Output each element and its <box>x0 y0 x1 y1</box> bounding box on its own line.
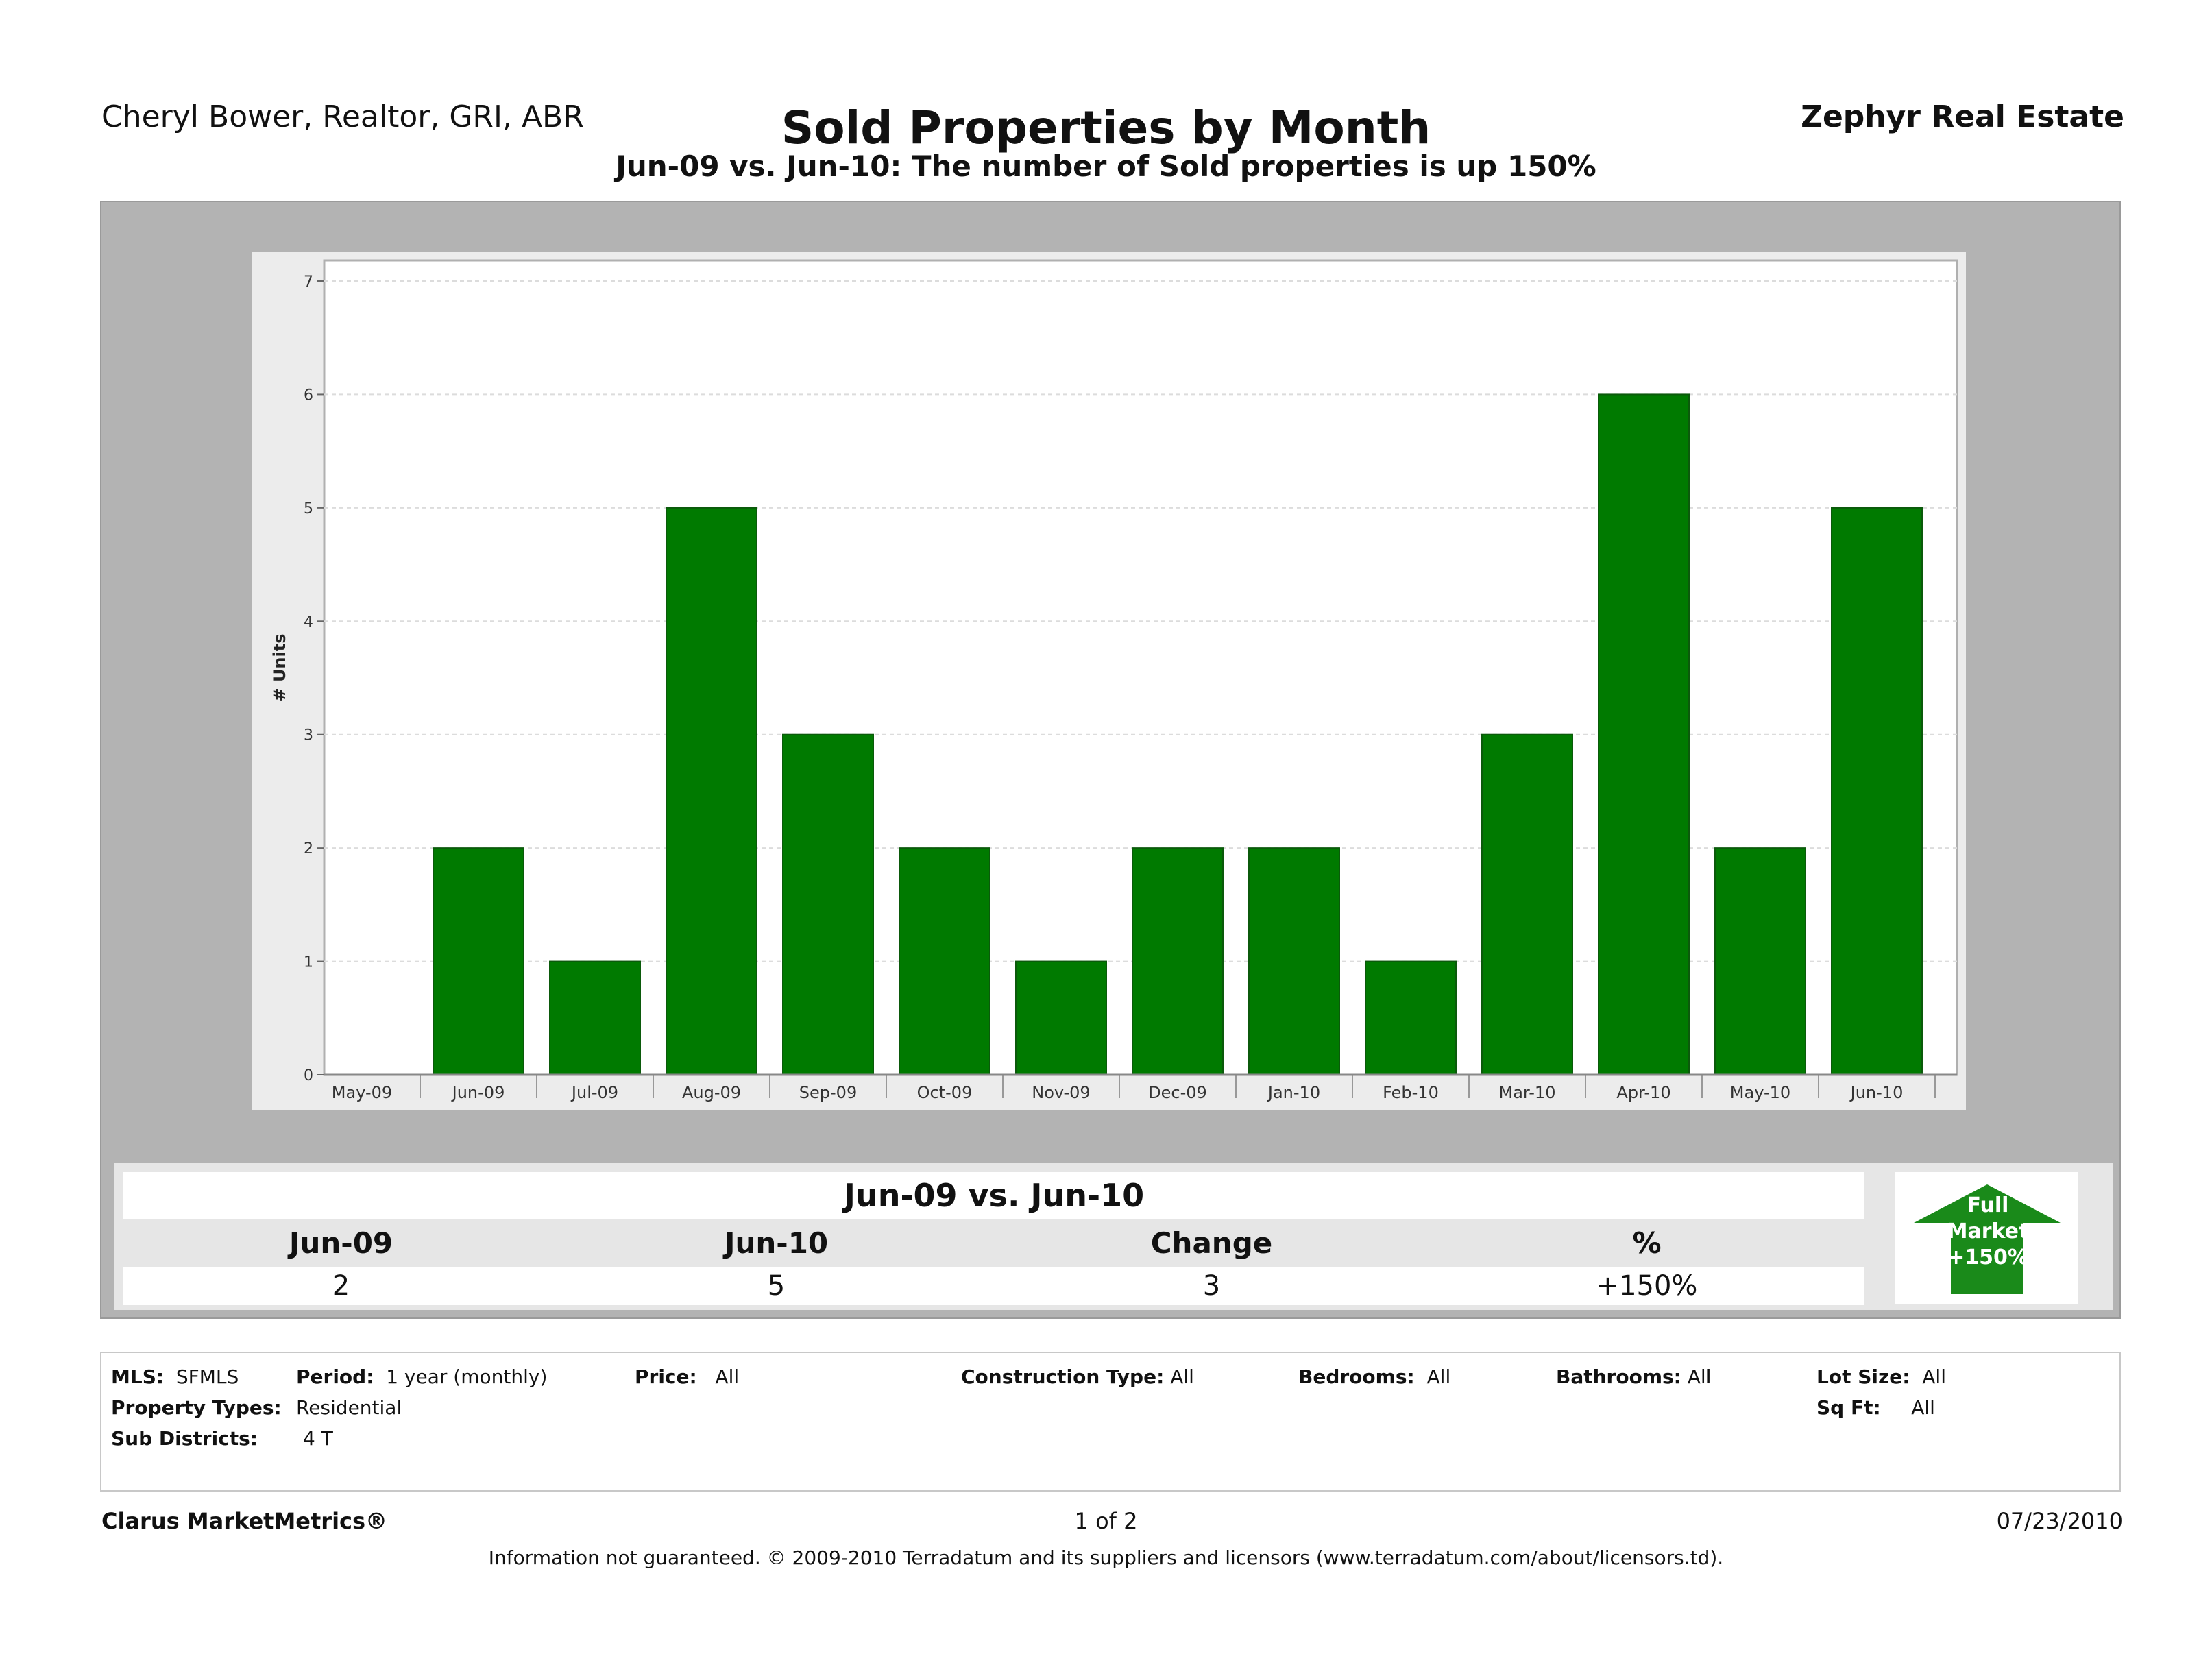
summary-value-jun10: 5 <box>767 1270 786 1302</box>
sold-properties-bar-chart: 0 1 2 3 4 5 6 7 # Units May-09 Jun-09 Jul-09 Aug-09 S… <box>270 259 1958 1102</box>
filter-period: Period: 1 year (monthly) <box>296 1365 548 1388</box>
filter-mls: MLS: SFMLS <box>111 1365 239 1388</box>
badge-line-3: +150% <box>1947 1245 2028 1269</box>
summary-header-change: Change <box>1150 1226 1273 1260</box>
summary-header-percent: % <box>1632 1226 1662 1260</box>
x-tick-label: Oct-09 <box>917 1083 973 1102</box>
filter-construction: Construction Type: All <box>961 1365 1194 1388</box>
y-tick-label: 3 <box>304 727 313 744</box>
badge-text: Full Market +150% <box>1940 1193 2036 1271</box>
filter-property-types: Property Types: <box>111 1396 282 1419</box>
x-tick-label: Jan-10 <box>1267 1083 1320 1102</box>
filter-bedrooms: Bedrooms: All <box>1298 1365 1451 1388</box>
chart-panel: 0 1 2 3 4 5 6 7 # Units May-09 Jun-09 Jul-09 Aug-09 S… <box>252 252 1966 1110</box>
bar-sep-09 <box>782 733 874 1075</box>
filter-lotsize: Lot Size: All <box>1816 1365 1946 1388</box>
summary-headers: Jun-09 Jun-10 Change % <box>123 1221 1864 1264</box>
bar-feb-10 <box>1365 960 1457 1075</box>
badge-line-2: Market <box>1947 1219 2029 1243</box>
filter-bathrooms: Bathrooms: All <box>1556 1365 1712 1388</box>
bar-jun-10 <box>1831 507 1923 1076</box>
y-tick-label: 5 <box>304 500 313 518</box>
agent-name: Cheryl Bower, Realtor, GRI, ABR <box>101 99 584 134</box>
summary-value-change: 3 <box>1202 1270 1221 1302</box>
brokerage-name: Zephyr Real Estate <box>1801 99 2124 134</box>
y-tick-label: 1 <box>304 954 313 971</box>
x-tick-label: Mar-10 <box>1499 1083 1556 1102</box>
x-tick-label: Dec-09 <box>1148 1083 1207 1102</box>
y-tick-label: 0 <box>304 1067 313 1084</box>
summary-values: 2 5 3 +150% <box>123 1267 1864 1305</box>
bar-mar-10 <box>1481 733 1573 1075</box>
up-arrow-icon <box>1914 1184 2061 1294</box>
bar-jul-09 <box>549 960 641 1075</box>
full-market-badge: Full Market +150% <box>1895 1172 2078 1304</box>
bar-apr-10 <box>1598 393 1690 1075</box>
x-tick-label: May-10 <box>1730 1083 1790 1102</box>
filter-price: Price: All <box>635 1365 740 1388</box>
x-tick-label: Jul-09 <box>570 1083 618 1102</box>
report-title: Sold Properties by Month <box>781 101 1431 154</box>
report-subtitle: Jun-09 vs. Jun-10: The number of Sold pr… <box>616 149 1596 183</box>
bar-jan-10 <box>1248 847 1340 1076</box>
filter-sub-districts-value: 4 T <box>303 1427 333 1450</box>
x-tick-label: Nov-09 <box>1032 1083 1090 1102</box>
x-tick-label: Feb-10 <box>1383 1083 1439 1102</box>
filter-sub-districts: Sub Districts: <box>111 1427 258 1450</box>
y-axis-label: # Units <box>270 633 289 701</box>
y-tick-label: 4 <box>304 613 313 631</box>
summary-header-jun10: Jun-10 <box>724 1226 829 1260</box>
footer-disclaimer: Information not guaranteed. © 2009-2010 … <box>488 1546 1724 1569</box>
x-tick-label: May-09 <box>332 1083 392 1102</box>
bar-aug-09 <box>666 507 757 1076</box>
x-tick-label: Apr-10 <box>1616 1083 1670 1102</box>
summary-value-jun09: 2 <box>332 1270 350 1302</box>
filter-sqft: Sq Ft: All <box>1816 1396 1935 1419</box>
summary-header-jun09: Jun-09 <box>289 1226 393 1260</box>
bar-dec-09 <box>1132 847 1224 1076</box>
x-tick-label: Aug-09 <box>682 1083 741 1102</box>
x-tick-label: Jun-09 <box>451 1083 505 1102</box>
bar-jun-09 <box>433 847 524 1076</box>
x-tick-label: Sep-09 <box>799 1083 857 1102</box>
summary-value-percent: +150% <box>1596 1270 1698 1302</box>
bar-may-10 <box>1714 847 1806 1076</box>
y-tick-label: 2 <box>304 840 313 858</box>
footer-page-number: 1 of 2 <box>1074 1508 1138 1534</box>
summary-title: Jun-09 vs. Jun-10 <box>123 1172 1864 1219</box>
filter-panel: MLS: SFMLS Period: 1 year (monthly) Pric… <box>100 1352 2121 1492</box>
x-tick-label: Jun-10 <box>1849 1083 1904 1102</box>
footer-brand: Clarus MarketMetrics® <box>101 1508 388 1534</box>
bar-nov-09 <box>1015 960 1107 1075</box>
filter-property-types-value: Residential <box>296 1396 402 1419</box>
bar-oct-09 <box>899 847 990 1076</box>
y-tick-label: 7 <box>304 273 313 291</box>
badge-line-1: Full <box>1967 1193 2009 1217</box>
footer-date: 07/23/2010 <box>1996 1508 2123 1534</box>
y-tick-label: 6 <box>304 387 313 404</box>
